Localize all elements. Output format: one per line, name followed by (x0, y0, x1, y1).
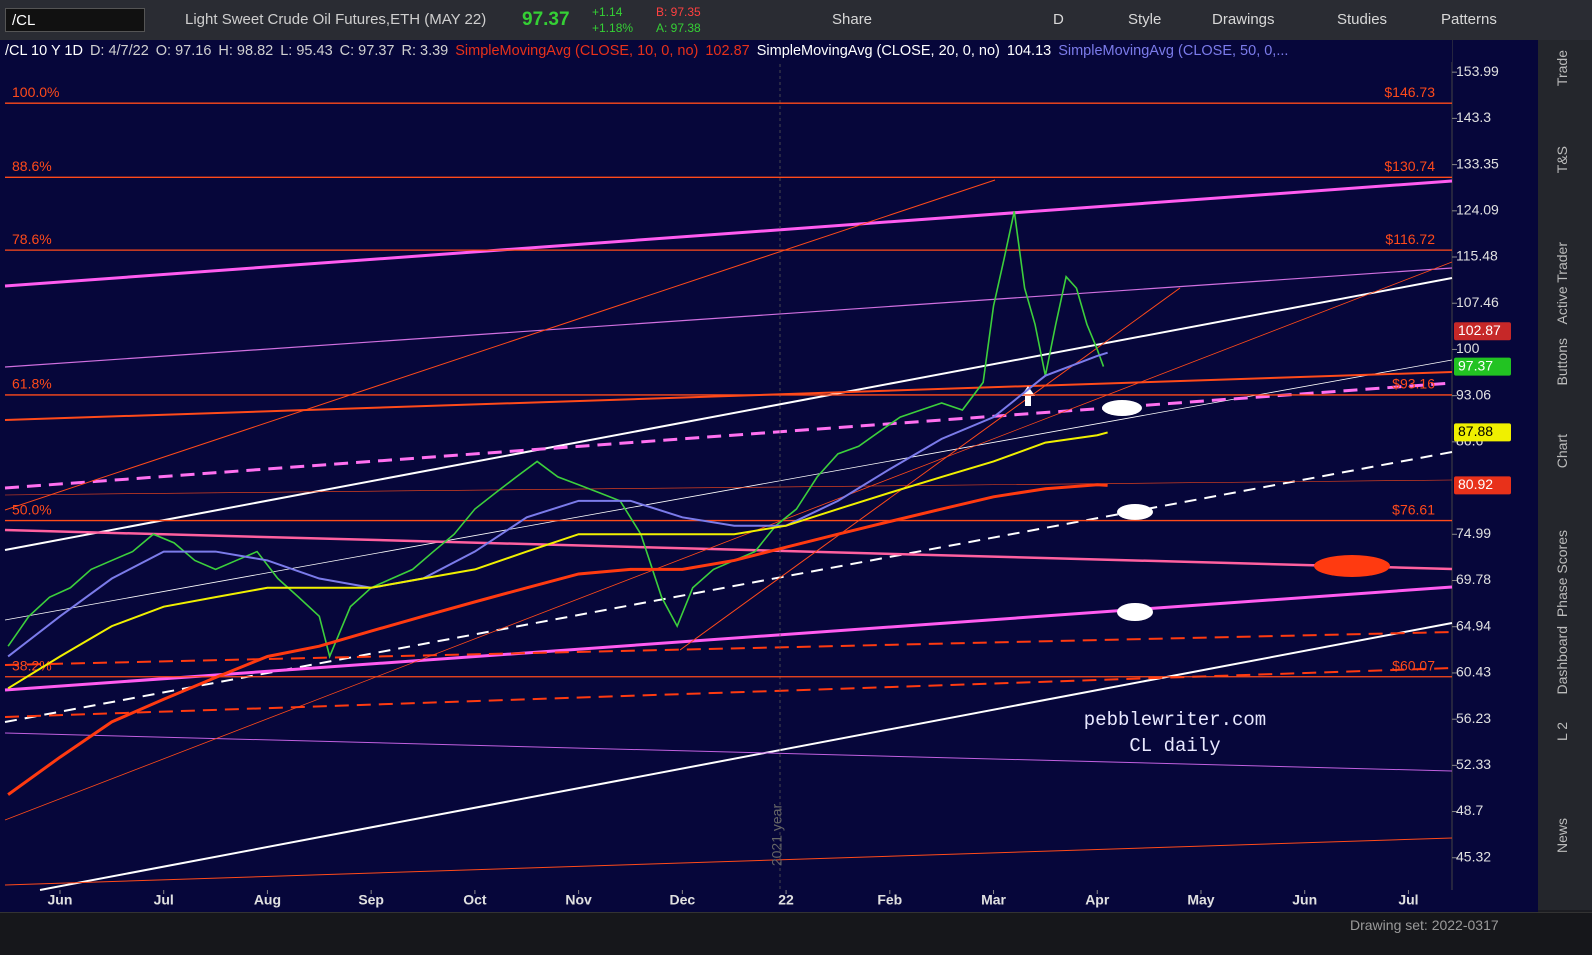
period-button[interactable]: D (1053, 11, 1064, 28)
fib-price: $146.73 (1384, 84, 1435, 100)
symbol-input[interactable]: /CL (5, 8, 145, 32)
header-item: 102.87 (705, 43, 750, 59)
x-tick-label: Aug (254, 892, 281, 908)
series-line (7, 431, 1108, 690)
x-tick-label: Dec (669, 892, 695, 908)
side-tab[interactable]: Trade (1554, 50, 1570, 87)
patterns-button[interactable]: Patterns (1441, 11, 1497, 28)
side-tab[interactable]: Dashboard (1554, 626, 1570, 695)
fib-price: $76.61 (1392, 501, 1435, 517)
drawings-button[interactable]: Drawings (1212, 11, 1275, 28)
y-tick-label: 52.33 (1456, 756, 1491, 772)
y-tick-label: 45.32 (1456, 848, 1491, 864)
x-tick-label: Sep (358, 892, 384, 908)
x-tick-label: Feb (877, 892, 902, 908)
side-tabs: Trade T&S Active Trader Buttons Chart Phase S… (1538, 40, 1592, 910)
x-tick-label: May (1187, 892, 1214, 908)
bid: B: 97.35 (656, 5, 701, 19)
header-item: R: 3.39 (401, 43, 449, 59)
series-line (7, 351, 1108, 658)
ask: A: 97.38 (656, 21, 701, 35)
header-item: SimpleMovingAvg (CLOSE, 50, 0,... (1058, 43, 1289, 59)
fib-price: $60.07 (1392, 657, 1435, 673)
header-item: SimpleMovingAvg (CLOSE, 20, 0, no) (756, 43, 1000, 59)
header-item: SimpleMovingAvg (CLOSE, 10, 0, no) (455, 43, 699, 59)
price-label-box (1454, 322, 1511, 341)
y-tick-label: 124.09 (1456, 202, 1499, 218)
trend-lines (4, 40, 1453, 891)
x-tick-label: Jul (154, 892, 174, 908)
y-tick-label: 107.46 (1456, 294, 1499, 310)
side-tab[interactable]: T&S (1554, 146, 1570, 174)
header-item: D: 4/7/22 (89, 43, 149, 59)
side-tab[interactable]: Phase Scores (1554, 530, 1570, 618)
fib-level: 78.6% (12, 231, 52, 247)
drawing-set: Drawing set: 2022-0317 (1350, 917, 1499, 933)
price-label: 87.88 (1458, 423, 1493, 439)
fib-level: 38.2% (12, 657, 52, 673)
price-label: 102.87 (1458, 322, 1501, 338)
watermark-caption: CL daily (1129, 735, 1220, 757)
x-tick-label: Jul (1398, 892, 1418, 908)
x-tick-label: Jun (1292, 892, 1317, 908)
last-price: 97.37 (522, 9, 570, 30)
year-marker: 2021 year (769, 804, 785, 867)
fib-level: 100.0% (12, 84, 59, 100)
side-tab[interactable]: L 2 (1554, 722, 1570, 741)
fib-price: $93.16 (1392, 376, 1435, 392)
header-item: H: 98.82 (218, 43, 274, 59)
fib-level: 50.0% (12, 501, 52, 517)
toolbar: /CL Light Sweet Crude Oil Futures,ETH (M… (0, 0, 1592, 41)
studies-button[interactable]: Studies (1337, 11, 1388, 28)
header-item: C: 97.37 (339, 43, 395, 59)
header-item: 104.13 (1006, 43, 1052, 59)
x-tick-label: Jun (48, 892, 73, 908)
x-tick-label: Apr (1085, 892, 1110, 908)
y-tick-label: 153.99 (1456, 63, 1499, 79)
fib-level: 88.6% (12, 158, 52, 174)
price-label-box (1454, 357, 1511, 376)
y-tick-label: 74.99 (1456, 525, 1491, 541)
y-tick-label: 115.48 (1456, 248, 1498, 264)
x-tick-label: Mar (981, 892, 1006, 908)
change-pct: +1.18% (592, 21, 634, 35)
y-tick-label: 143.3 (1456, 109, 1491, 125)
chart-header: /CL 10 Y 1D D: 4/7/22 O: 97.16 H: 98.82 L: 9… (5, 40, 1452, 62)
y-tick-label: 56.23 (1456, 710, 1491, 726)
side-tab[interactable]: Active Trader (1554, 242, 1570, 325)
x-tick-label: Nov (565, 892, 592, 908)
price-label-box (1454, 423, 1511, 442)
footer: Drawing set: 2022-0317 (0, 912, 1592, 955)
price-label-box (1454, 476, 1511, 495)
chart: 2021 year pebblewriter.com CL daily 153.… (0, 40, 1538, 912)
side-tab[interactable]: News (1554, 818, 1570, 854)
header-item: /CL 10 Y 1D (5, 43, 83, 59)
chart-background (0, 40, 1538, 912)
y-tick-label: 69.78 (1456, 571, 1491, 587)
y-tick-label: 60.43 (1456, 664, 1491, 680)
y-tick-label: 64.94 (1456, 617, 1491, 633)
side-tab[interactable]: Chart (1554, 434, 1570, 469)
share-button[interactable]: Share (832, 11, 873, 28)
price-label: 80.92 (1458, 476, 1493, 492)
fib-price: $130.74 (1384, 158, 1435, 174)
fib-level: 61.8% (12, 376, 52, 392)
description: Light Sweet Crude Oil Futures,ETH (MAY 2… (185, 11, 487, 28)
x-tick-label: 22 (778, 892, 794, 908)
y-tick-label: 48.7 (1456, 802, 1483, 818)
fib-price: $116.72 (1385, 231, 1435, 247)
style-button[interactable]: Style (1128, 11, 1162, 28)
header-item: O: 97.16 (155, 43, 212, 59)
y-tick-label: 133.35 (1456, 155, 1499, 171)
side-tab[interactable]: Buttons (1554, 338, 1570, 386)
y-tick-label: 93.06 (1456, 386, 1491, 402)
x-tick-label: Oct (463, 892, 487, 908)
y-tick-label: 100 (1456, 340, 1480, 356)
watermark-site: pebblewriter.com (1084, 709, 1266, 731)
header-item: L: 95.43 (280, 43, 333, 59)
change: +1.14 (592, 5, 623, 19)
price-label: 97.37 (1458, 357, 1493, 373)
series-line (7, 483, 1108, 796)
